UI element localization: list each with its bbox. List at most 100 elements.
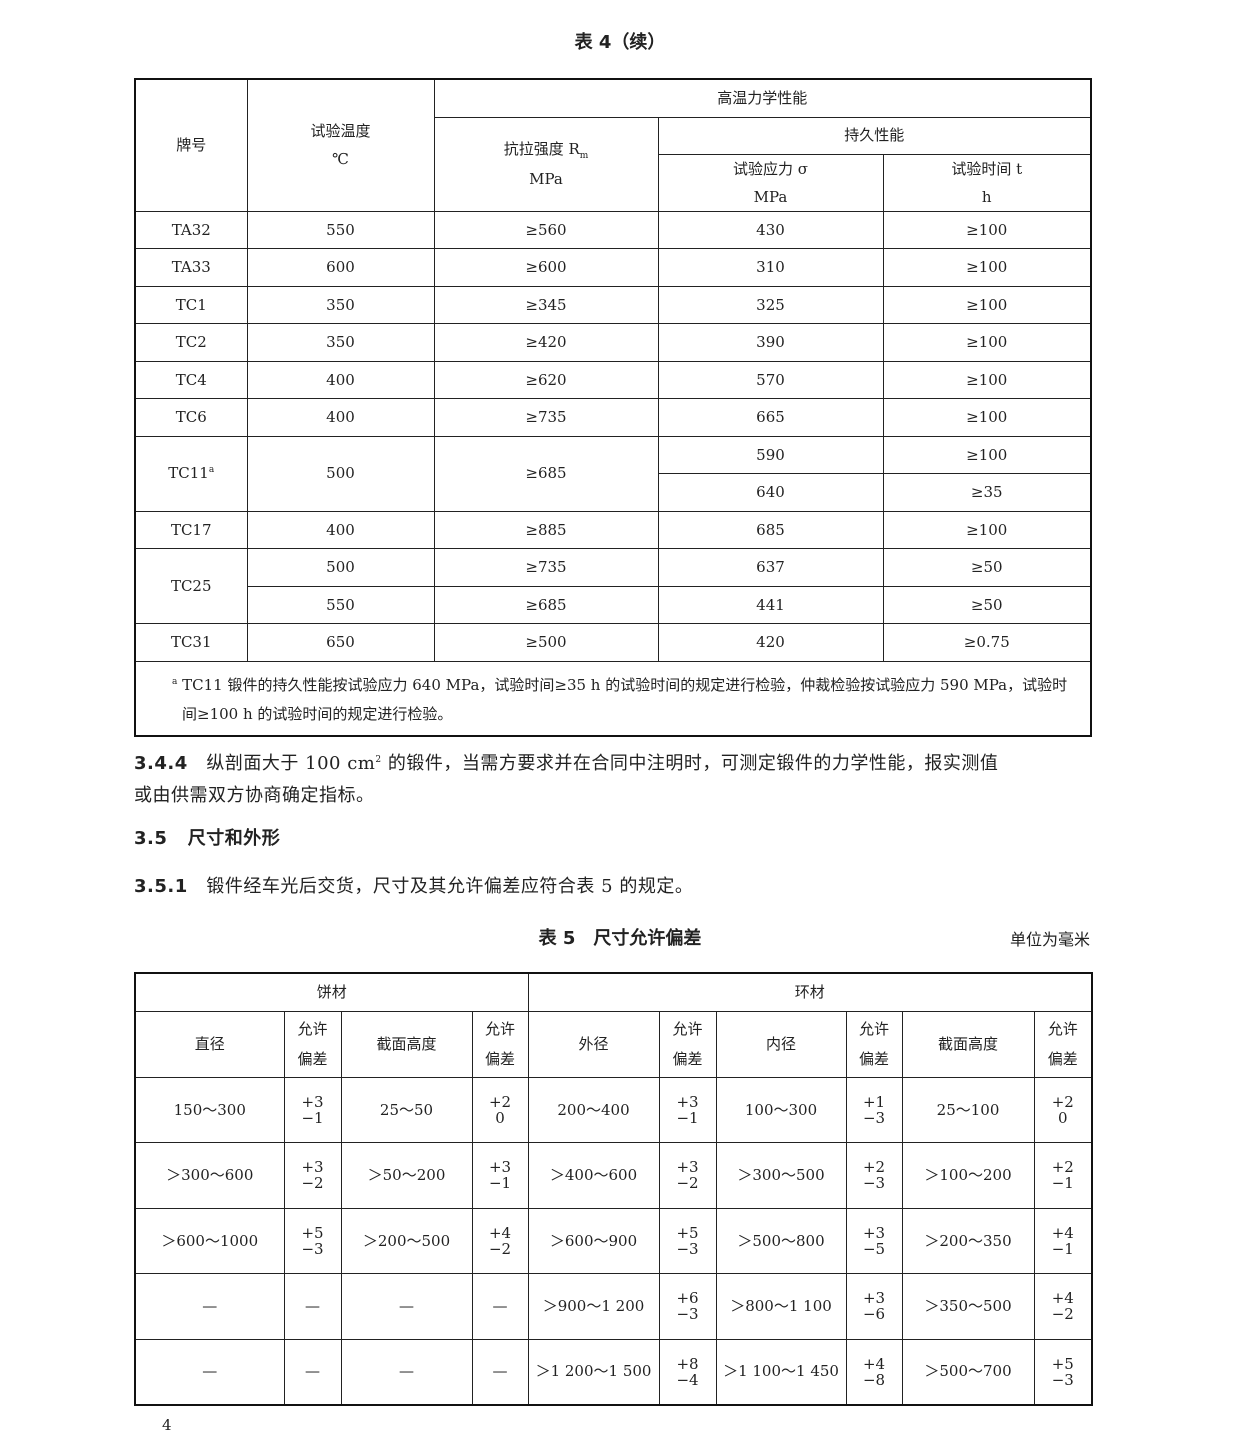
table-row: TC11a 500 ≥685 590 ≥100 — [134, 435, 1092, 512]
table4-caption: 表 4（续） — [574, 32, 666, 53]
upper-deviation: +3 — [862, 1223, 886, 1242]
lower-deviation: −8 — [862, 1370, 886, 1389]
cell-time: ≥100 — [882, 398, 1092, 437]
upper-deviation: +3 — [676, 1158, 699, 1177]
cell-temp: 350 — [246, 323, 435, 362]
grade-text: TA33 — [171, 258, 211, 276]
cell-temp: 600 — [246, 248, 435, 287]
header-dimension: 外径 — [527, 1010, 660, 1078]
header-tolerance: 允许偏差 — [845, 1010, 903, 1078]
table-row: TC6 400 ≥735 665 ≥100 — [134, 398, 1092, 437]
para-text: 纵剖面大于 100 cm — [206, 753, 376, 774]
lower-deviation: −3 — [301, 1239, 324, 1258]
cell-time: ≥100 — [882, 510, 1092, 549]
cell-tolerance: +3 −1 — [283, 1076, 342, 1143]
cell-grade: TC17 — [134, 510, 248, 549]
grade-text: TC31 — [170, 633, 212, 651]
upper-deviation: +5 — [1051, 1354, 1074, 1373]
cell-tolerance: +3 −5 — [845, 1207, 903, 1274]
cell-tolerance: +6 −3 — [658, 1273, 717, 1340]
cell-grade: TC4 — [134, 360, 248, 399]
cell-tolerance: — — [471, 1273, 529, 1340]
lower-deviation: −3 — [862, 1108, 886, 1127]
grade-text: TC25 — [170, 576, 212, 595]
table-row: 150～300 +3 −1 25～50 +2 0 200～400 +3 −1 100～300 +1−… — [134, 1076, 1093, 1143]
header-temp-unit: ℃ — [332, 150, 349, 169]
cell-tolerance: — — [283, 1273, 342, 1340]
cell-stress: 441 — [657, 585, 884, 624]
cell-dimension: ＞200～500 — [340, 1207, 473, 1274]
header-high-temp-props: 高温力学性能 — [433, 78, 1092, 118]
cell-temp: 400 — [246, 510, 435, 549]
cell-tensile: ≥345 — [433, 285, 659, 324]
grade-text: TC4 — [175, 370, 207, 389]
cell-tolerance: — — [283, 1338, 342, 1405]
paragraph-3-4-4: 3.4.4 纵剖面大于 100 cm2 的锻件，当需方要求并在合同中注明时，可测… — [134, 744, 1094, 812]
table-row: — — — — ＞900～1 200 +6 −3 ＞800～1 100 +3 −6 ＞350～500… — [134, 1273, 1093, 1340]
table5-unit: 单位为毫米 — [1009, 930, 1090, 949]
para-number: 3.5.1 — [134, 876, 188, 897]
footnote-cell: a TC11 锻件的持久性能按试验应力 640 MPa，试验时间≥35 h 的试… — [134, 660, 1092, 736]
cell-time: ≥100 — [882, 435, 1092, 474]
cell-tolerance: +5 −3 — [283, 1207, 342, 1274]
header-tolerance: 允许偏差 — [471, 1010, 529, 1078]
header-tolerance: 允许偏差 — [283, 1010, 342, 1078]
lower-deviation: 0 — [495, 1108, 505, 1127]
lower-deviation: −3 — [676, 1239, 699, 1258]
table-row: TC25 500 ≥735 637 ≥50 — [134, 548, 1092, 624]
cell-temp: 550 — [246, 210, 435, 249]
lower-deviation: −2 — [676, 1174, 699, 1193]
cell-tensile: ≥735 — [433, 548, 659, 587]
cell-tolerance: +5 −3 — [658, 1207, 717, 1274]
cell-time: ≥0.75 — [882, 623, 1092, 662]
lower-deviation: −3 — [676, 1305, 699, 1324]
cell-tolerance: +2 0 — [471, 1076, 529, 1143]
cell-dimension: ＞300～500 — [715, 1142, 847, 1209]
cell-tolerance: +4 −2 — [1033, 1273, 1093, 1340]
cell-stress: 637 — [657, 548, 884, 587]
cell-dimension: 200～400 — [527, 1076, 660, 1143]
upper-deviation: +4 — [1051, 1289, 1074, 1308]
cell-time: ≥50 — [882, 548, 1092, 587]
cell-temp: 500 — [246, 548, 435, 587]
table-row: ＞600～1000 +5 −3 ＞200～500 +4 −2 ＞600～900 +5 −3 ＞50… — [134, 1207, 1093, 1274]
lower-deviation: −3 — [862, 1174, 886, 1193]
grade-text: TC1 — [175, 295, 207, 314]
lower-deviation: −1 — [1051, 1239, 1074, 1258]
cell-dimension: ＞1 200～1 500 — [527, 1338, 660, 1405]
cell-dimension: — — [134, 1273, 285, 1340]
header-dimension: 内径 — [715, 1010, 847, 1078]
cell-stress: 570 — [657, 360, 884, 399]
cell-tolerance: +3 −6 — [845, 1273, 903, 1340]
cell-tolerance: +2 −1 — [1033, 1142, 1093, 1209]
cell-temp: 400 — [246, 360, 435, 399]
table-row: ＞300～600 +3 −2 ＞50～200 +3 −1 ＞400～600 +3 −2 ＞300～… — [134, 1142, 1093, 1209]
cell-stress: 325 — [657, 285, 884, 324]
cell-tensile: ≥500 — [433, 623, 659, 662]
cell-temp: 550 — [246, 585, 435, 624]
cell-dimension: 150～300 — [134, 1076, 285, 1143]
lower-deviation: −4 — [676, 1370, 699, 1389]
footnote-text: TC11 锻件的持久性能按试验应力 640 MPa，试验时间≥35 h 的试验时… — [182, 675, 1068, 723]
cell-grade: TC6 — [134, 398, 248, 437]
header-dimension: 截面高度 — [340, 1010, 473, 1078]
section-3-5-heading: 3.5 尺寸和外形 — [134, 824, 280, 850]
cell-tolerance: +4 −1 — [1033, 1207, 1093, 1274]
cell-dimension: ＞50～200 — [340, 1142, 473, 1209]
cell-grade: TC2 — [134, 323, 248, 362]
cell-dimension: ＞1 100～1 450 — [715, 1338, 847, 1405]
cell-stress: 640 — [657, 473, 884, 512]
paragraph-3-5-1: 3.5.1 锻件经车光后交货，尺寸及其允许偏差应符合表 5 的规定。 — [134, 872, 693, 898]
cell-dimension: 100～300 — [715, 1076, 847, 1143]
upper-deviation: +2 — [1051, 1158, 1074, 1177]
cell-dimension: ＞500～800 — [715, 1207, 847, 1274]
table-row: TC17 400 ≥885 685 ≥100 — [134, 510, 1092, 549]
cell-tolerance: +2 −3 — [845, 1142, 903, 1209]
para-number: 3.4.4 — [134, 753, 188, 774]
cell-stress: 665 — [657, 398, 884, 437]
lower-deviation: −1 — [676, 1108, 699, 1127]
header-tensile-sub: m — [579, 150, 589, 161]
grade-text: TC11 — [168, 464, 209, 483]
cell-dimension: ＞350～500 — [901, 1273, 1035, 1340]
cell-tensile: ≥735 — [433, 398, 659, 437]
